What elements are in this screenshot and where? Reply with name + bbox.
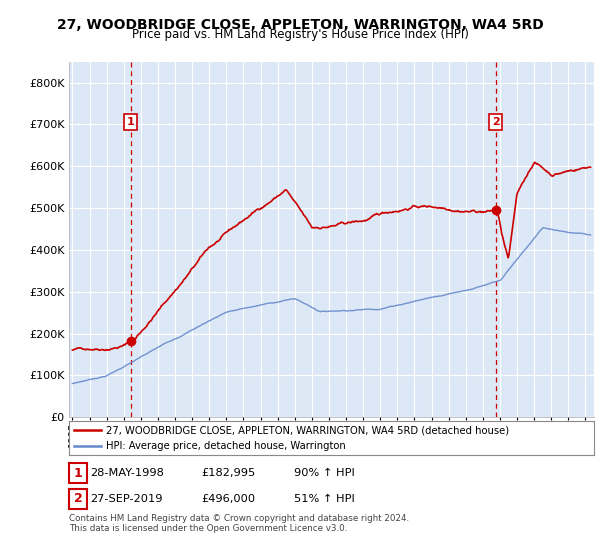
Text: 90% ↑ HPI: 90% ↑ HPI [294,468,355,478]
Text: 2: 2 [492,117,500,127]
Text: 27, WOODBRIDGE CLOSE, APPLETON, WARRINGTON, WA4 5RD (detached house): 27, WOODBRIDGE CLOSE, APPLETON, WARRINGT… [106,425,509,435]
Text: 28-MAY-1998: 28-MAY-1998 [90,468,164,478]
Text: 1: 1 [127,117,134,127]
Text: 1: 1 [74,466,82,480]
Text: £496,000: £496,000 [201,494,255,504]
Text: 2: 2 [74,492,82,506]
Text: HPI: Average price, detached house, Warrington: HPI: Average price, detached house, Warr… [106,441,346,451]
Text: 27, WOODBRIDGE CLOSE, APPLETON, WARRINGTON, WA4 5RD: 27, WOODBRIDGE CLOSE, APPLETON, WARRINGT… [56,18,544,32]
Text: 27-SEP-2019: 27-SEP-2019 [90,494,163,504]
Text: Price paid vs. HM Land Registry's House Price Index (HPI): Price paid vs. HM Land Registry's House … [131,28,469,41]
Text: 51% ↑ HPI: 51% ↑ HPI [294,494,355,504]
Text: £182,995: £182,995 [201,468,255,478]
Text: Contains HM Land Registry data © Crown copyright and database right 2024.
This d: Contains HM Land Registry data © Crown c… [69,514,409,533]
